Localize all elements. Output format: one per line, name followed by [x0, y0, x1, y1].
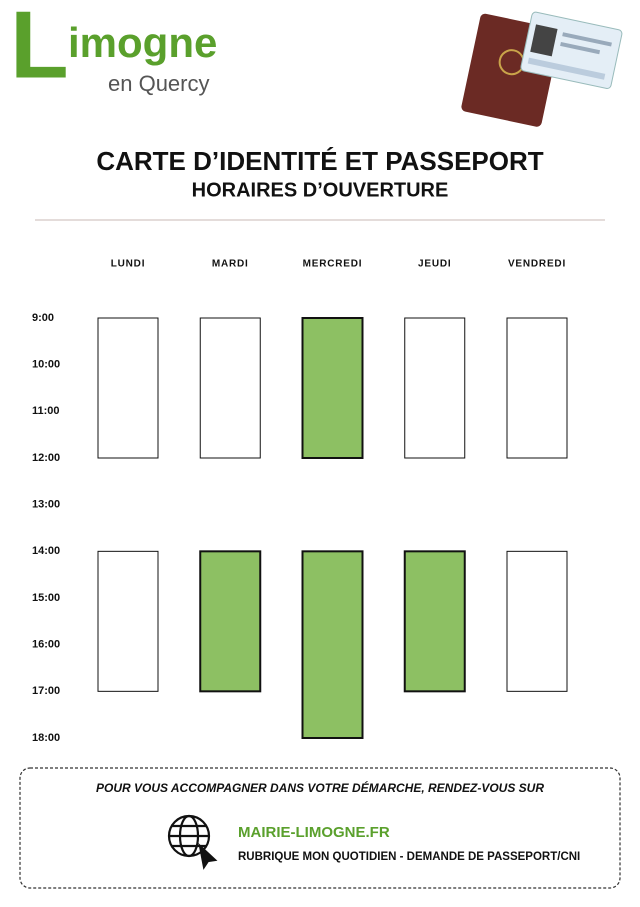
- open-slot: [506, 317, 568, 459]
- hour-label: 12:00: [32, 452, 60, 464]
- footer-intro: POUR VOUS ACCOMPAGNER DANS VOTRE DÉMARCH…: [96, 780, 544, 795]
- day-label: MARDI: [212, 259, 249, 270]
- open-slot: [97, 317, 159, 459]
- logo-subtitle: en Quercy: [108, 71, 210, 96]
- day-label: VENDREDI: [508, 259, 566, 270]
- hour-label: 17:00: [32, 685, 60, 697]
- open-slot-highlighted: [301, 317, 364, 459]
- day-label: LUNDI: [111, 259, 146, 270]
- logo-initial: L: [10, 0, 69, 98]
- hour-label: 13:00: [32, 499, 60, 511]
- title: CARTE D’IDENTITÉ ET PASSEPORT: [96, 146, 543, 176]
- globe-icon: [167, 814, 218, 870]
- hour-label: 14:00: [32, 545, 60, 557]
- open-slot: [404, 317, 466, 459]
- hour-label: 15:00: [32, 592, 60, 604]
- documents-illustration: [461, 11, 623, 127]
- open-slot: [97, 550, 159, 692]
- subtitle: HORAIRES D’OUVERTURE: [192, 179, 449, 201]
- schedule: 9:00 10:00 11:00 12:00 13:00 14:00 15:00 16:00 1…: [32, 259, 568, 744]
- day-label: MERCREDI: [303, 259, 363, 270]
- footer-box: [19, 767, 621, 889]
- hour-label: 16:00: [32, 639, 60, 651]
- open-slot-highlighted: [301, 550, 364, 739]
- open-slot-highlighted: [199, 550, 262, 693]
- hour-label: 11:00: [32, 405, 60, 417]
- open-slot-highlighted: [403, 550, 466, 693]
- day-label: JEUDI: [418, 259, 451, 270]
- hour-label: 18:00: [32, 732, 60, 744]
- footer-path: RUBRIQUE MON QUOTIDIEN - DEMANDE DE PASS…: [238, 851, 580, 863]
- footer-website: MAIRIE-LIMOGNE.FR: [238, 824, 390, 841]
- logo-name: imogne: [68, 19, 217, 66]
- hour-label: 9:00: [32, 312, 54, 324]
- hour-label: 10:00: [32, 359, 60, 371]
- open-slot: [506, 550, 568, 692]
- open-slot: [199, 317, 261, 459]
